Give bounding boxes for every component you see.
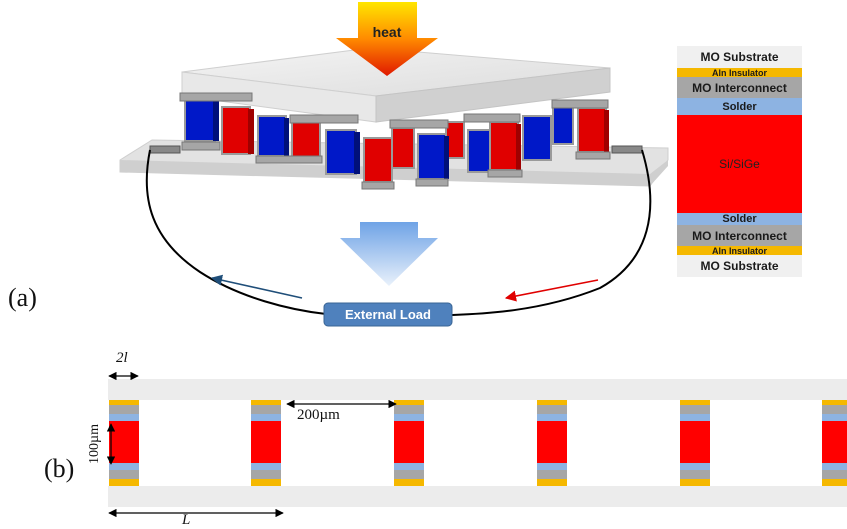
leg-cross-section xyxy=(537,400,567,486)
cooling-arrow xyxy=(340,222,438,286)
p-leg xyxy=(221,106,251,155)
p-leg xyxy=(577,107,607,153)
stack-layer: MO Interconnect xyxy=(677,77,802,98)
p-leg xyxy=(489,121,519,171)
leg-cross-section xyxy=(822,400,847,486)
top-substrate xyxy=(108,379,847,400)
dim-gap-label: 200µm xyxy=(297,407,340,423)
leg-cross-section xyxy=(394,400,424,486)
n-leg xyxy=(417,133,447,180)
stack-layer: Si/SiGe xyxy=(677,115,802,213)
dim-height-label: 100µm xyxy=(87,424,102,464)
p-leg xyxy=(291,119,321,161)
layer-stack: MO Substrate Aln Insulator MO Interconnect… xyxy=(677,46,802,277)
thermoelectric-legs xyxy=(149,95,643,190)
heat-arrow xyxy=(336,2,438,76)
external-load-label: External Load xyxy=(345,307,431,322)
stack-layer: Aln Insulator xyxy=(677,246,802,256)
stack-layer: MO Interconnect xyxy=(677,225,802,246)
leg-cross-section xyxy=(680,400,710,486)
n-leg xyxy=(467,129,491,173)
n-leg xyxy=(257,115,287,157)
dim-L-label: L xyxy=(182,512,191,528)
dim-2l-label: 2l xyxy=(116,350,128,366)
stack-layer: MO Substrate xyxy=(677,255,802,277)
n-leg xyxy=(552,105,574,145)
current-arrow-right xyxy=(504,279,599,302)
circuit-wire xyxy=(145,149,327,315)
leg-cross-section xyxy=(251,400,281,486)
stack-layer: Solder xyxy=(677,213,802,225)
bottom-substrate xyxy=(108,486,847,507)
cross-section xyxy=(106,371,847,518)
circuit-wire xyxy=(451,149,652,316)
heat-label: heat xyxy=(372,24,402,40)
n-leg xyxy=(522,115,552,161)
external-load-box xyxy=(323,302,453,327)
stack-layer: Aln Insulator xyxy=(677,68,802,78)
stack-layer: MO Substrate xyxy=(677,46,802,68)
current-arrow-left xyxy=(210,274,303,299)
module-illustration xyxy=(119,2,669,327)
p-leg xyxy=(391,127,415,169)
n-leg xyxy=(325,129,357,175)
stack-layer: Solder xyxy=(677,98,802,115)
panel-b-label: (b) xyxy=(44,454,75,483)
top-plate xyxy=(179,47,611,129)
panel-a-label: (a) xyxy=(8,283,37,312)
p-leg xyxy=(363,137,393,183)
n-leg xyxy=(184,95,216,142)
leg-cross-section xyxy=(109,400,139,486)
